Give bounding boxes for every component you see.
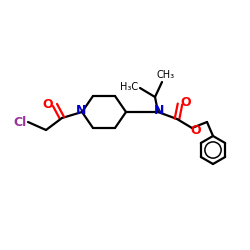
Text: CH₃: CH₃	[157, 70, 175, 80]
Text: O: O	[181, 96, 191, 108]
Text: O: O	[43, 98, 53, 110]
Text: H₃C: H₃C	[120, 82, 138, 92]
Text: N: N	[76, 104, 86, 118]
Text: Cl: Cl	[14, 116, 26, 128]
Text: O: O	[191, 124, 201, 138]
Text: N: N	[154, 104, 164, 118]
